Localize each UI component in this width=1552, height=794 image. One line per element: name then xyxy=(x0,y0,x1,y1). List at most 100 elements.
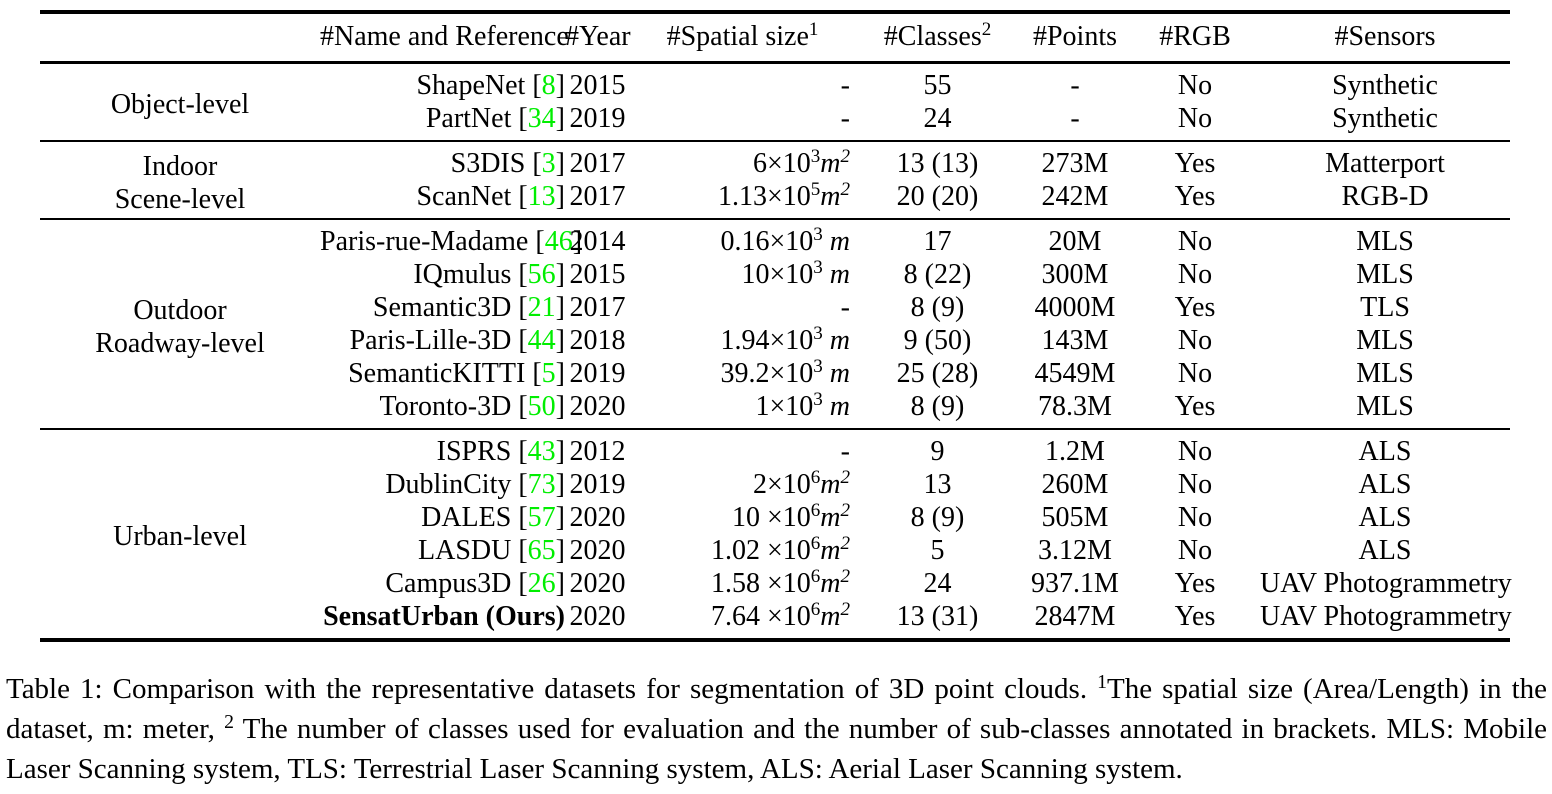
citation-link[interactable]: 13 xyxy=(527,181,556,212)
category-line: Scene-level xyxy=(40,183,320,216)
classes-cell: 8 (9) xyxy=(855,501,1020,534)
rgb-value: No xyxy=(1177,358,1213,389)
dataset-group: Urban-level ISPRS [43] 2012-9 1.2M No ALS Dubl… xyxy=(40,429,1512,640)
spatial-size-unit: m xyxy=(820,469,841,500)
rgb-cell: Yes xyxy=(1130,600,1260,640)
sensors-cell: MLS xyxy=(1260,324,1510,357)
citation-link[interactable]: 56 xyxy=(527,259,556,290)
spatial-size-cell: 2×106m2 xyxy=(630,468,855,501)
citation-bracket-close: ] xyxy=(555,391,565,422)
citation-bracket-close: ] xyxy=(555,436,565,467)
dataset-name-cell: ScanNet [13] xyxy=(320,180,565,219)
sensors-cell: ALS xyxy=(1260,468,1510,501)
rgb-cell: Yes xyxy=(1130,567,1260,600)
spatial-size-coefficient: 1.58 ×10 xyxy=(710,568,811,599)
sensors-value: UAV Photogrammetry xyxy=(1260,568,1512,599)
spatial-size-unit-exponent: 2 xyxy=(840,533,850,554)
year-cell: 2019 xyxy=(565,357,630,390)
citation-bracket-open: [ xyxy=(511,292,528,323)
category-line: Roadway-level xyxy=(40,327,320,360)
citation-link[interactable]: 43 xyxy=(527,436,556,467)
classes-value: 24 xyxy=(923,103,952,134)
column-header-label: #Year xyxy=(565,21,631,52)
citation-link[interactable]: 44 xyxy=(527,325,556,356)
spatial-size-unit: m xyxy=(822,259,850,290)
year-cell: 2015 xyxy=(565,258,630,291)
citation-link[interactable]: 65 xyxy=(527,535,556,566)
citation-link[interactable]: 73 xyxy=(527,469,556,500)
exponent-value: 6 xyxy=(810,566,821,588)
citation-link[interactable]: 26 xyxy=(527,568,556,599)
year-cell: 2014 xyxy=(565,219,630,258)
table-header: #Name and Reference #Year #Spatial size1 #C… xyxy=(40,12,1510,63)
rgb-cell: No xyxy=(1130,63,1260,103)
sensors-value: ALS xyxy=(1358,502,1412,533)
spatial-size-unit: m xyxy=(822,358,850,389)
table-row: PartNet [34] 2019 - 24 - No Synthetic xyxy=(40,102,1510,141)
unit-exponent-value: 2 xyxy=(840,467,850,489)
classes-value: 8 (9) xyxy=(910,502,965,533)
citation-link[interactable]: 3 xyxy=(541,148,556,179)
citation-bracket-close: ] xyxy=(555,469,565,500)
spatial-size-exponent: 6 xyxy=(811,533,821,554)
year-value: 2017 xyxy=(569,148,626,179)
rgb-cell: No xyxy=(1130,501,1260,534)
year-cell: 2020 xyxy=(565,501,630,534)
citation-link[interactable]: 46 xyxy=(544,226,573,257)
category-cell: Urban-level xyxy=(40,429,320,640)
table-row: DublinCity [73] 2019 2×106m2 13 260M No ALS xyxy=(40,468,1510,501)
classes-cell: 13 xyxy=(855,468,1020,501)
dataset-name-cell: Toronto-3D [50] xyxy=(320,390,565,429)
year-value: 2018 xyxy=(569,325,626,356)
spatial-size-coefficient: 7.64 ×10 xyxy=(710,601,811,632)
citation-bracket-open: [ xyxy=(525,148,542,179)
column-header-category xyxy=(40,12,320,63)
rgb-cell: No xyxy=(1130,102,1260,141)
citation-link[interactable]: 57 xyxy=(527,502,556,533)
exponent-value: 3 xyxy=(813,389,823,411)
header-row: #Name and Reference #Year #Spatial size1 #C… xyxy=(40,12,1510,63)
dataset-name: SensatUrban (Ours) xyxy=(323,601,565,632)
category-label: Scene-level xyxy=(114,183,246,215)
sensors-value: ALS xyxy=(1358,436,1412,467)
citation-link[interactable]: 21 xyxy=(527,292,556,323)
citation-link[interactable]: 34 xyxy=(527,103,556,134)
spatial-size-cell: 1×103 m xyxy=(630,390,855,429)
year-value: 2020 xyxy=(569,601,626,632)
category-label: Object-level xyxy=(110,89,250,120)
exponent-value: 5 xyxy=(810,179,821,201)
year-value: 2019 xyxy=(569,103,626,134)
spatial-size-unit: m xyxy=(822,391,850,422)
classes-cell: 8 (9) xyxy=(855,390,1020,429)
sensors-cell: ALS xyxy=(1260,534,1510,567)
points-value: 300M xyxy=(1041,259,1109,290)
classes-cell: 24 xyxy=(855,102,1020,141)
spatial-size-unit: m xyxy=(820,568,841,599)
rgb-value: No xyxy=(1177,502,1213,533)
caption-text: Table 1: Comparison with the representat… xyxy=(6,673,1098,705)
citation-bracket-close: ] xyxy=(555,502,565,533)
spatial-size-exponent: 6 xyxy=(811,500,821,521)
classes-cell: 20 (20) xyxy=(855,180,1020,219)
citation-link[interactable]: 50 xyxy=(527,391,556,422)
table-row: Object-level ShapeNet [8] 2015 - 55 - No Synthe… xyxy=(40,63,1510,120)
column-header-label: #Classes xyxy=(883,21,982,52)
dataset-name-cell: Paris-rue-Madame [46] xyxy=(320,219,582,258)
classes-cell: 13 (13) xyxy=(855,141,1020,180)
category-line: Urban-level xyxy=(40,520,320,553)
citation-link[interactable]: 8 xyxy=(541,70,556,101)
points-value: 3.12M xyxy=(1038,535,1112,566)
dataset-name: ScanNet xyxy=(416,181,512,212)
spatial-size-unit-exponent: 2 xyxy=(840,467,850,488)
citation-bracket-open: [ xyxy=(525,358,542,389)
dataset-group: Outdoor Roadway-level Paris-rue-Madame [46… xyxy=(40,219,1510,429)
rgb-cell: No xyxy=(1130,429,1260,468)
spatial-size-unit-exponent: 2 xyxy=(840,566,850,587)
citation-link[interactable]: 5 xyxy=(541,358,556,389)
dataset-name-cell: Paris-Lille-3D [44] xyxy=(320,324,565,357)
exponent-value: 6 xyxy=(810,533,821,555)
spatial-size-exponent: 6 xyxy=(811,467,821,488)
rgb-value: Yes xyxy=(1174,181,1216,212)
classes-cell: 8 (9) xyxy=(855,291,1020,324)
